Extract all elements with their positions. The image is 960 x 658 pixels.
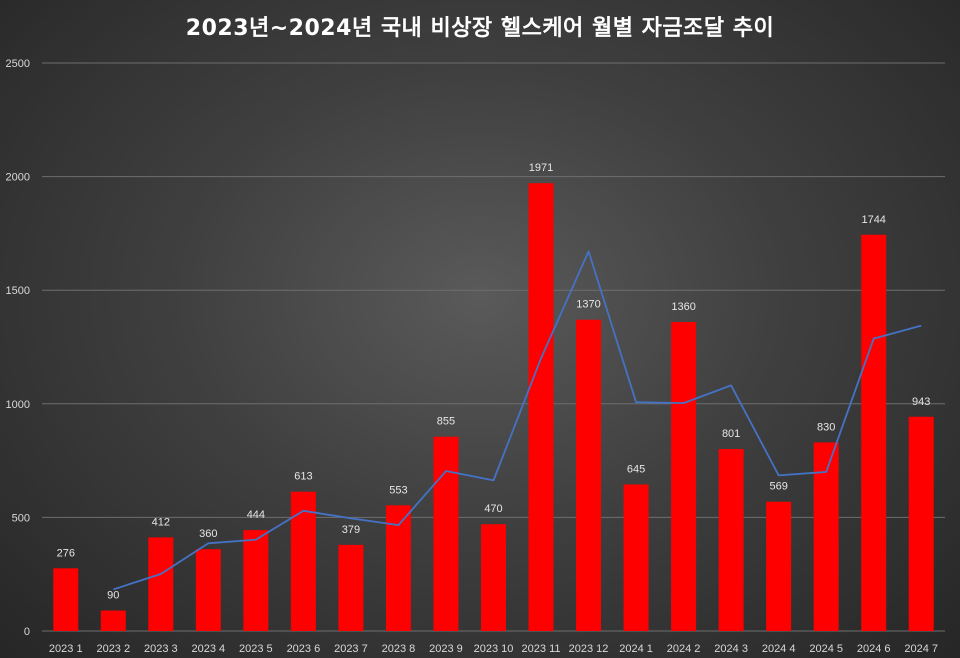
line-series (113, 250, 922, 591)
bar-value-label: 613 (294, 471, 312, 483)
x-tick-label: 2024 4 (762, 643, 796, 655)
bar-value-label: 1971 (529, 162, 553, 174)
bar (243, 530, 269, 631)
bar-value-label: 444 (247, 509, 265, 521)
x-tick-label: 2023 11 (522, 643, 561, 655)
y-tick-label: 2000 (6, 172, 30, 184)
gridlines (42, 62, 945, 632)
bar (385, 505, 411, 631)
bar-value-label: 553 (389, 484, 407, 496)
x-tick-label: 2023 2 (96, 643, 130, 655)
y-axis-ticks: 0 500 1000 1500 2000 2500 (6, 58, 30, 638)
bar-value-label: 1744 (861, 214, 885, 226)
bar (528, 183, 554, 632)
bar-value-label: 276 (57, 547, 75, 559)
y-tick-label: 1000 (6, 399, 30, 411)
x-tick-label: 2023 12 (569, 643, 609, 655)
x-tick-label: 2023 10 (474, 643, 514, 655)
bar-value-label: 1360 (671, 301, 695, 313)
x-tick-label: 2023 1 (49, 643, 83, 655)
x-tick-label: 2024 1 (619, 643, 653, 655)
chart-title: 2023년~2024년 국내 비상장 헬스케어 월별 자금조달 추이 (185, 16, 775, 41)
y-tick-label: 0 (24, 626, 30, 638)
data-labels: 276 90 412 360 444 613 379 553 855 470 1971 1370 645… (57, 162, 931, 601)
x-tick-label: 2024 5 (809, 643, 843, 655)
bar-value-label: 855 (437, 416, 455, 428)
y-tick-label: 2500 (6, 58, 30, 70)
bar (148, 537, 174, 631)
bar (766, 501, 792, 631)
bar (623, 484, 649, 631)
bar (718, 449, 744, 631)
bar (481, 524, 506, 631)
bar-value-label: 830 (817, 421, 835, 433)
x-tick-label: 2024 2 (667, 643, 701, 655)
x-tick-label: 2023 8 (382, 643, 416, 655)
bar (195, 549, 221, 631)
bar (53, 568, 79, 631)
bar-value-label: 943 (912, 396, 930, 408)
bar-value-label: 379 (342, 524, 360, 536)
bar-value-label: 645 (627, 463, 645, 475)
y-tick-label: 1500 (6, 285, 30, 297)
bar-value-label: 470 (484, 503, 502, 515)
bar-series (53, 183, 934, 632)
trend-line (113, 250, 922, 591)
x-tick-label: 2023 7 (334, 643, 368, 655)
bar (813, 442, 839, 631)
x-tick-label: 2023 5 (239, 643, 273, 655)
bar-value-label: 412 (152, 516, 170, 528)
x-tick-label: 2023 9 (429, 643, 463, 655)
bar (861, 234, 887, 632)
bar (100, 610, 126, 631)
bar-value-label: 360 (199, 528, 217, 540)
x-tick-label: 2024 6 (857, 643, 891, 655)
x-tick-label: 2023 4 (192, 643, 226, 655)
bar (338, 544, 364, 631)
bar (908, 416, 934, 631)
y-tick-label: 500 (12, 512, 30, 524)
x-tick-label: 2023 6 (287, 643, 321, 655)
bar-value-label: 90 (107, 590, 119, 602)
bar (433, 436, 459, 631)
x-tick-label: 2024 7 (904, 643, 938, 655)
x-tick-label: 2023 3 (144, 643, 178, 655)
x-axis-ticks: 2023 1 2023 2 2023 3 2023 4 2023 5 2023 6 2023… (49, 643, 938, 655)
bar (671, 322, 697, 631)
x-tick-label: 2024 3 (714, 643, 748, 655)
bar-value-label: 1370 (576, 299, 600, 311)
bar (576, 319, 602, 631)
bar-value-label: 801 (722, 428, 740, 440)
bar-value-label: 569 (769, 481, 787, 493)
